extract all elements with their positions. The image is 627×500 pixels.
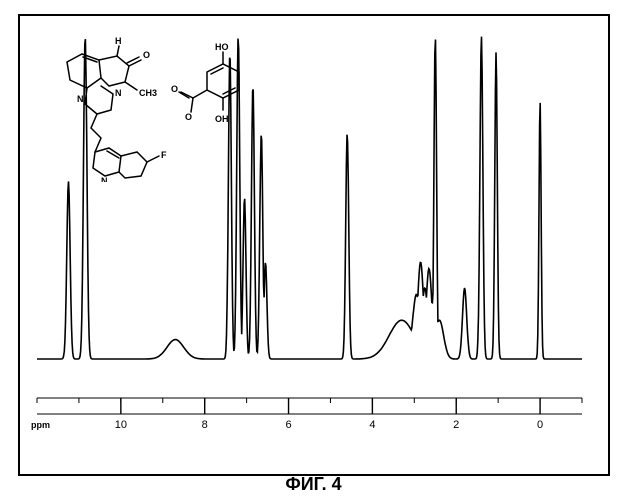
axis-unit-label: ppm: [31, 420, 50, 430]
figure-caption: ФИГ. 4: [0, 474, 627, 495]
axis-tick-label: 10: [115, 419, 127, 431]
axis-tick-label: 6: [285, 419, 291, 431]
axis-tick-label: 0: [537, 419, 543, 431]
figure-frame: H O CH3 N N N F HO OH O O 0246810ppm: [18, 14, 610, 476]
axis-tick-label: 2: [453, 419, 459, 431]
page: H O CH3 N N N F HO OH O O 0246810ppm ФИГ…: [0, 0, 627, 500]
x-axis: 0 2 4 6 8 10 ppm: [20, 16, 608, 456]
axis-tick-label: 4: [369, 419, 375, 431]
axis-tick-label: 8: [202, 419, 208, 431]
